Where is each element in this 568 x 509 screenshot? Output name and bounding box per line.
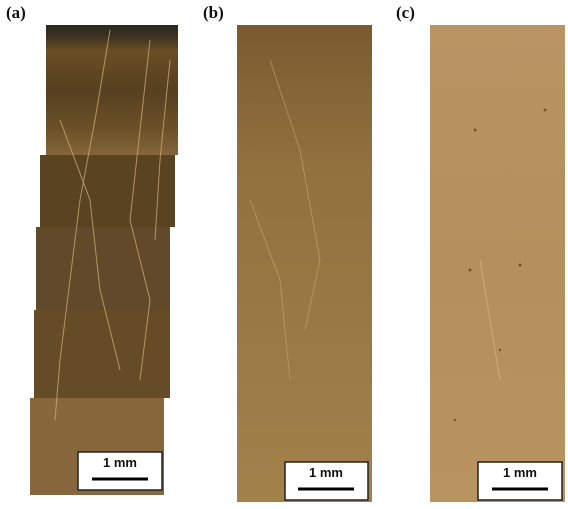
micrograph-tile xyxy=(34,310,170,398)
micrograph xyxy=(430,25,565,502)
scale-bar-label: 1 mm xyxy=(503,465,537,480)
panel-label: (c) xyxy=(396,3,415,22)
panel-c: (c) 1 mm xyxy=(396,3,565,502)
panel-label: (b) xyxy=(203,3,224,22)
scale-bar-label: 1 mm xyxy=(103,455,137,470)
panel-b: (b) 1 mm xyxy=(203,3,372,502)
micrograph-tile xyxy=(40,155,175,227)
micrograph xyxy=(237,25,372,502)
panel-label: (a) xyxy=(6,3,26,22)
figure: (a) 1 mm (b) 1 mm (c) xyxy=(0,0,568,509)
scale-bar-label: 1 mm xyxy=(309,465,343,480)
panel-a: (a) 1 mm xyxy=(6,3,178,495)
